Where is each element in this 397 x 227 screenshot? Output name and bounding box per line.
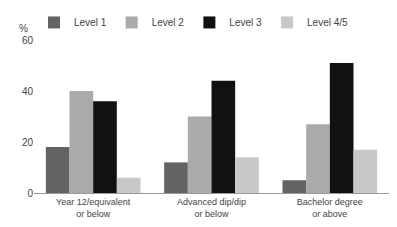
svg-text:Level 2: Level 2 xyxy=(152,17,185,28)
svg-text:Bachelor degreeor above: Bachelor degreeor above xyxy=(297,197,363,219)
svg-text:0: 0 xyxy=(27,188,33,199)
svg-text:Advanced dip/dipor below: Advanced dip/dipor below xyxy=(177,197,246,219)
svg-text:60: 60 xyxy=(22,35,34,46)
svg-text:40: 40 xyxy=(22,86,34,97)
svg-text:Level 3: Level 3 xyxy=(229,17,262,28)
svg-text:%: % xyxy=(19,23,28,34)
svg-text:Level 4/5: Level 4/5 xyxy=(307,17,348,28)
svg-text:20: 20 xyxy=(22,137,34,148)
svg-text:Year 12/equivalentor below: Year 12/equivalentor below xyxy=(56,197,131,219)
svg-text:Level 1: Level 1 xyxy=(74,17,107,28)
